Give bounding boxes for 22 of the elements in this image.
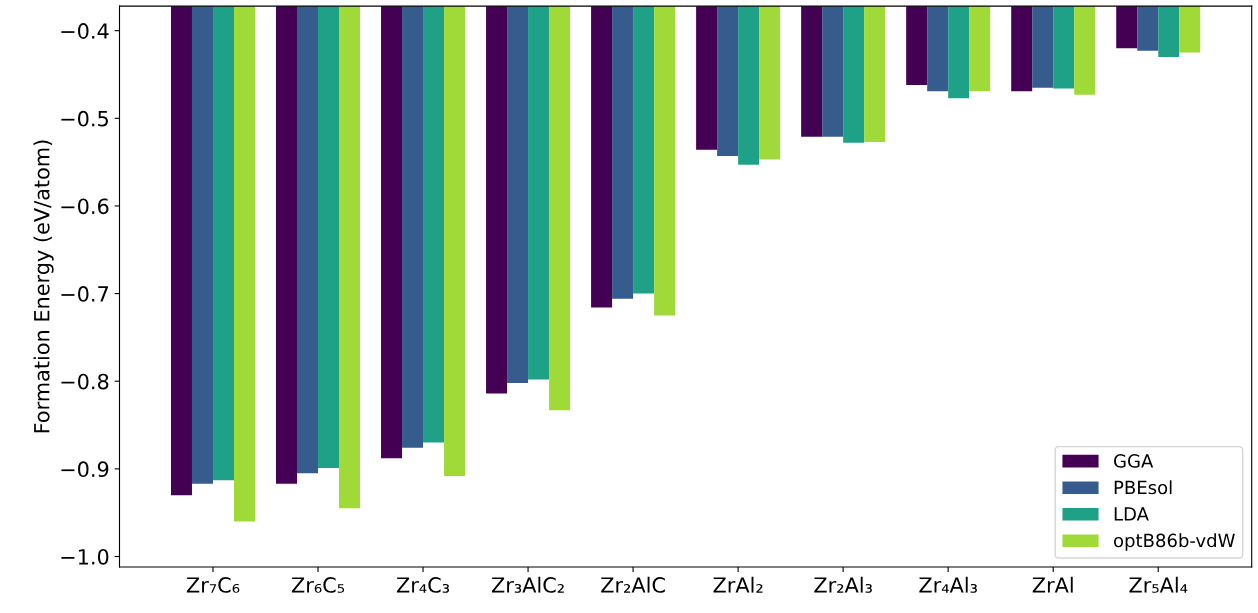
y-tick-label: −0.4	[61, 23, 109, 39]
y-tick-label: −0.8	[61, 373, 109, 390]
y-tick-label: −1.0	[61, 548, 109, 565]
x-tick-label: Zr₄Al₃	[919, 576, 977, 593]
legend-label: LDA	[1114, 507, 1149, 521]
legend-label: PBEsol	[1114, 480, 1172, 495]
x-tick-label: ZrAl₂	[713, 576, 763, 593]
legend-label: optB86b-vdW	[1114, 533, 1235, 551]
y-tick-label: −0.6	[61, 198, 109, 215]
x-tick-label: Zr₇C₆	[186, 577, 240, 593]
y-tick-label: −0.5	[61, 110, 108, 127]
legend-label: GGA	[1114, 454, 1154, 468]
x-tick-label: Zr₅Al₄	[1129, 576, 1188, 593]
x-tick-label: ZrAl	[1032, 576, 1073, 593]
x-tick-label: Zr₄C₃	[396, 577, 450, 593]
y-axis-title: Formation Energy (eV/atom)	[33, 140, 54, 433]
x-tick-label: Zr₂Al₃	[814, 576, 872, 593]
y-tick-label: −0.7	[61, 286, 109, 302]
x-tick-label: Zr₂AlC	[601, 576, 665, 593]
x-tick-label: Zr₃AlC₂	[491, 576, 564, 593]
x-tick-label: Zr₆C₅	[291, 577, 345, 593]
y-tick-label: −0.9	[61, 461, 109, 478]
